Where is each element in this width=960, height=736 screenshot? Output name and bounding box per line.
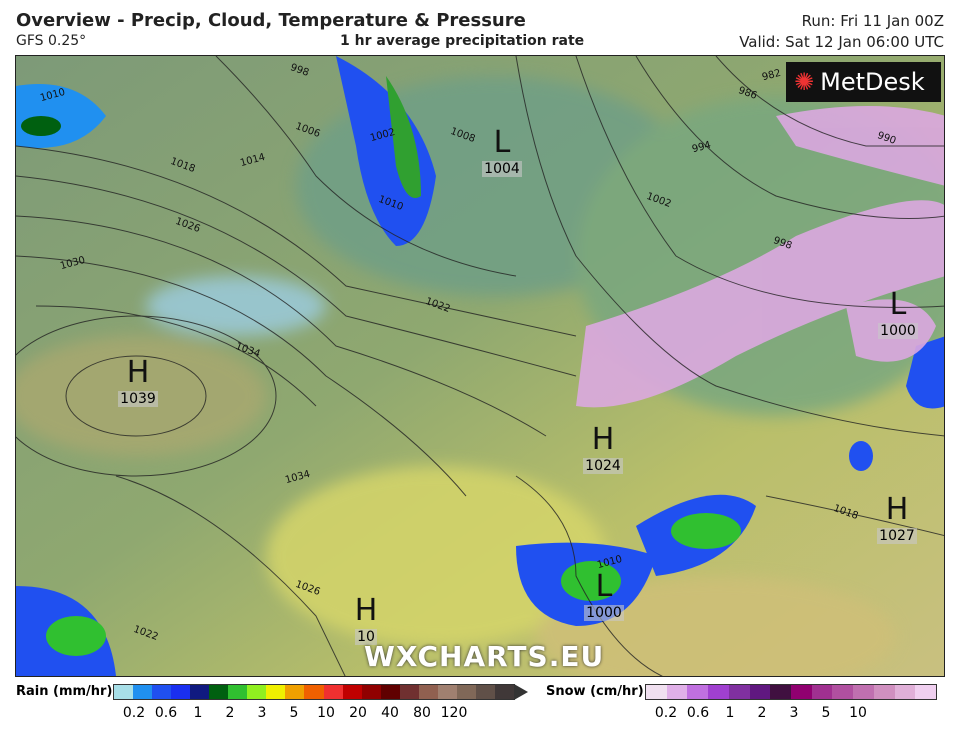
watermark: WXCHARTS.EU — [364, 640, 605, 673]
color-swatch — [456, 685, 476, 699]
chart-subtitle: 1 hr average precipitation rate — [340, 33, 585, 49]
tick-label: 2 — [757, 705, 767, 721]
tick-label: 0.2 — [122, 705, 146, 721]
color-swatch — [285, 685, 305, 699]
tick-label: 3 — [257, 705, 267, 721]
pressure-centre-H: H 10 — [341, 596, 391, 645]
color-swatch — [832, 685, 854, 699]
centre-value: 1004 — [482, 161, 522, 177]
tick-label: 0.6 — [154, 705, 178, 721]
centre-type: H — [126, 355, 150, 390]
tick-label: 1 — [725, 705, 735, 721]
color-swatch — [770, 685, 792, 699]
tick-label: 80 — [413, 705, 431, 721]
color-swatch — [475, 685, 495, 699]
rain-areas — [16, 56, 944, 676]
run-time: Run: Fri 11 Jan 00Z — [801, 12, 944, 30]
model-label: GFS 0.25° — [16, 33, 87, 49]
metdesk-logo: ✺ MetDesk — [786, 62, 941, 102]
color-swatch — [494, 685, 514, 699]
color-swatch — [114, 685, 134, 699]
color-swatch — [915, 685, 937, 699]
pressure-centre-L: L 1004 — [477, 128, 527, 177]
color-swatch — [791, 685, 812, 699]
chart-title: Overview - Precip, Cloud, Temperature & … — [16, 10, 526, 31]
rain-colorbar-arrow — [514, 684, 528, 700]
logo-text: MetDesk — [820, 68, 925, 96]
tick-label: 0.2 — [654, 705, 678, 721]
rain-legend-label: Rain (mm/hr) — [16, 684, 113, 699]
isobars — [16, 56, 944, 676]
tick-label: 40 — [381, 705, 399, 721]
centre-type: L — [889, 287, 907, 322]
color-swatch — [811, 685, 833, 699]
tick-label: 120 — [440, 705, 468, 721]
color-swatch — [323, 685, 343, 699]
color-swatch — [133, 685, 153, 699]
tick-label: 5 — [821, 705, 831, 721]
color-swatch — [646, 685, 667, 699]
color-swatch — [853, 685, 874, 699]
tick-label: 10 — [849, 705, 867, 721]
color-swatch — [190, 685, 210, 699]
color-swatch — [247, 685, 267, 699]
weather-map — [15, 55, 945, 677]
centre-value: 1024 — [583, 458, 623, 474]
centre-value: 1000 — [878, 323, 918, 339]
sun-icon: ✺ — [794, 68, 815, 96]
centre-value: 1000 — [584, 605, 624, 621]
centre-value: 1027 — [877, 528, 917, 544]
color-swatch — [304, 685, 324, 699]
color-swatch — [749, 685, 771, 699]
centre-value: 10 — [355, 629, 377, 645]
color-swatch — [342, 685, 362, 699]
color-swatch — [380, 685, 400, 699]
tick-label: 1 — [193, 705, 203, 721]
centre-value: 1039 — [118, 391, 158, 407]
centre-type: L — [493, 125, 511, 160]
color-swatch — [209, 685, 229, 699]
tick-label: 5 — [289, 705, 299, 721]
pressure-centre-H: H 1039 — [113, 358, 163, 407]
tick-label: 3 — [789, 705, 799, 721]
map-canvas — [16, 56, 944, 676]
color-swatch — [418, 685, 438, 699]
tick-label: 10 — [317, 705, 335, 721]
color-swatch — [687, 685, 709, 699]
pressure-centre-H: H 1027 — [872, 495, 922, 544]
valid-time: Valid: Sat 12 Jan 06:00 UTC — [739, 33, 944, 51]
pressure-centre-L: L 1000 — [579, 572, 629, 621]
tick-label: 2 — [225, 705, 235, 721]
snow-legend-label: Snow (cm/hr) — [546, 684, 644, 699]
snow-ticks: 0.2 0.6 1 2 3 5 10 — [650, 705, 874, 721]
color-swatch — [666, 685, 688, 699]
centre-type: L — [595, 569, 613, 604]
snow-colorbar — [645, 684, 937, 700]
color-swatch — [728, 685, 750, 699]
centre-type: H — [885, 492, 909, 527]
color-swatch — [228, 685, 248, 699]
rain-ticks: 0.2 0.6 1 2 3 5 10 20 40 80 120 — [118, 705, 470, 721]
rain-colorbar — [113, 684, 515, 700]
color-swatch — [171, 685, 191, 699]
color-swatch — [708, 685, 729, 699]
tick-label: 0.6 — [686, 705, 710, 721]
color-swatch — [894, 685, 916, 699]
color-swatch — [873, 685, 895, 699]
centre-type: H — [591, 422, 615, 457]
color-swatch — [399, 685, 419, 699]
pressure-centre-L: L 1000 — [873, 290, 923, 339]
color-swatch — [361, 685, 381, 699]
centre-type: H — [354, 593, 378, 628]
color-swatch — [437, 685, 457, 699]
color-swatch — [266, 685, 286, 699]
tick-label: 20 — [349, 705, 367, 721]
color-swatch — [152, 685, 172, 699]
pressure-centre-H: H 1024 — [578, 425, 628, 474]
